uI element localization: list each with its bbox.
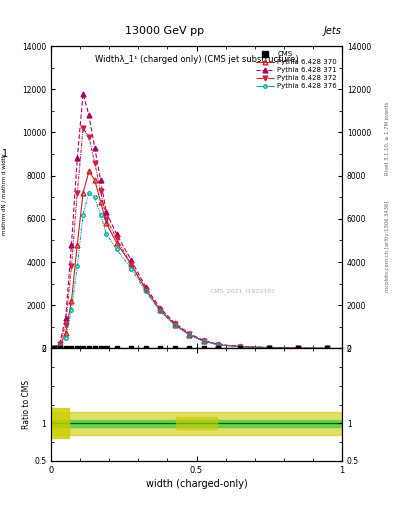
Y-axis label: Ratio to CMS: Ratio to CMS (22, 380, 31, 429)
Legend: CMS, Pythia 6.428 370, Pythia 6.428 371, Pythia 6.428 372, Pythia 6.428 376: CMS, Pythia 6.428 370, Pythia 6.428 371,… (255, 50, 338, 91)
Text: Rivet 3.1.10, ≥ 1.7M events: Rivet 3.1.10, ≥ 1.7M events (385, 101, 389, 175)
Text: Jets: Jets (324, 26, 342, 36)
Text: CMS_2021_I1920187: CMS_2021_I1920187 (211, 288, 276, 294)
Text: Widthλ_1¹ (charged only) (CMS jet substructure): Widthλ_1¹ (charged only) (CMS jet substr… (95, 55, 298, 64)
Text: mcplots.cern.ch [arXiv:1306.3436]: mcplots.cern.ch [arXiv:1306.3436] (385, 200, 389, 291)
Text: 13000 GeV pp: 13000 GeV pp (125, 26, 205, 36)
X-axis label: width (charged-only): width (charged-only) (146, 479, 247, 489)
Text: mathrm dN / mathrm d width: mathrm dN / mathrm d width (2, 154, 7, 235)
Text: 1: 1 (2, 148, 8, 159)
